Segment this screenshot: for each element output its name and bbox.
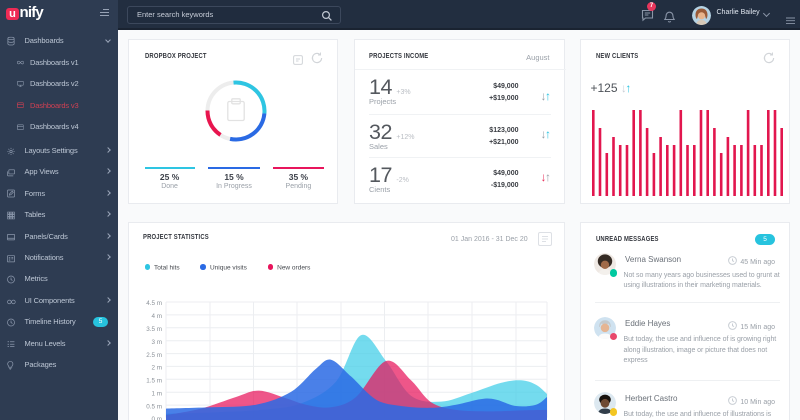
svg-text:3 m: 3 m: [152, 339, 163, 346]
svg-text:0.5 m: 0.5 m: [146, 403, 162, 410]
svg-text:2 m: 2 m: [152, 365, 163, 372]
svg-text:4 m: 4 m: [152, 313, 163, 320]
svg-text:1 m: 1 m: [152, 390, 163, 397]
svg-text:4.5 m: 4.5 m: [146, 300, 162, 307]
svg-text:0 m: 0 m: [152, 416, 163, 420]
svg-text:3.5 m: 3.5 m: [146, 326, 162, 333]
svg-text:1.5 m: 1.5 m: [146, 378, 162, 385]
svg-text:2.5 m: 2.5 m: [146, 352, 162, 359]
